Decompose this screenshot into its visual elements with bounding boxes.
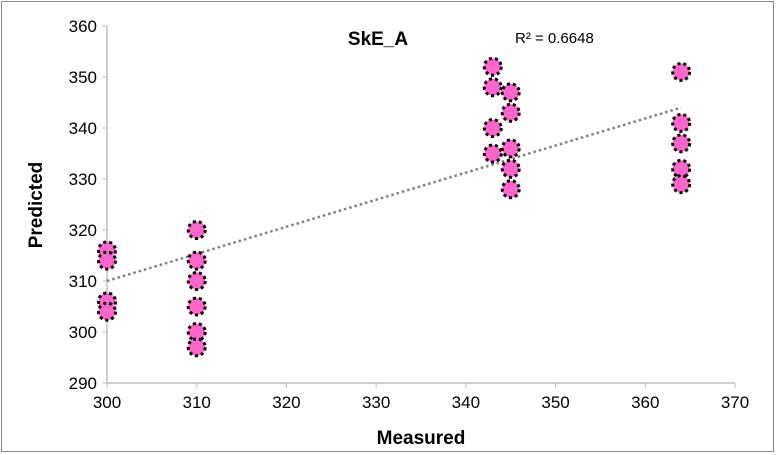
chart-title: SkE_A	[348, 29, 408, 50]
data-point	[186, 337, 207, 358]
data-point	[671, 133, 692, 154]
data-point	[186, 296, 207, 317]
y-tick-label: 350	[69, 68, 97, 87]
x-tick-label: 340	[452, 393, 480, 412]
data-point	[482, 143, 503, 164]
data-point	[482, 56, 503, 77]
data-point	[500, 158, 521, 179]
data-point	[186, 250, 207, 271]
x-tick-label: 320	[272, 393, 300, 412]
y-tick-label: 360	[69, 17, 97, 36]
data-point	[482, 118, 503, 138]
data-point	[671, 158, 692, 179]
x-tick-label: 310	[183, 393, 211, 412]
data-point	[671, 174, 692, 195]
x-axis-label: Measured	[377, 428, 466, 449]
data-point	[671, 112, 692, 133]
data-point	[186, 322, 207, 342]
data-point	[97, 301, 117, 322]
data-point	[500, 82, 521, 103]
data-point	[186, 220, 207, 240]
r-squared-annotation: R² = 0.6648	[515, 30, 594, 47]
x-tick-label: 360	[631, 393, 659, 412]
y-tick-label: 330	[69, 170, 97, 189]
data-point	[500, 102, 521, 123]
y-tick-label: 310	[69, 272, 97, 291]
data-point	[482, 77, 503, 98]
data-point	[500, 179, 521, 200]
x-tick-label: 370	[721, 393, 749, 412]
data-point	[671, 61, 692, 82]
x-tick-label: 350	[541, 393, 569, 412]
y-tick-label: 340	[69, 119, 97, 138]
data-point	[97, 250, 117, 271]
data-point	[500, 138, 521, 159]
trendline	[106, 106, 682, 283]
y-tick-label: 300	[69, 323, 97, 342]
x-tick-label: 300	[93, 393, 121, 412]
x-tick-label: 330	[362, 393, 390, 412]
y-tick-label: 290	[69, 374, 97, 393]
y-axis-label: Predicted	[26, 162, 47, 249]
data-point	[186, 271, 207, 291]
y-tick-label: 320	[69, 221, 97, 240]
